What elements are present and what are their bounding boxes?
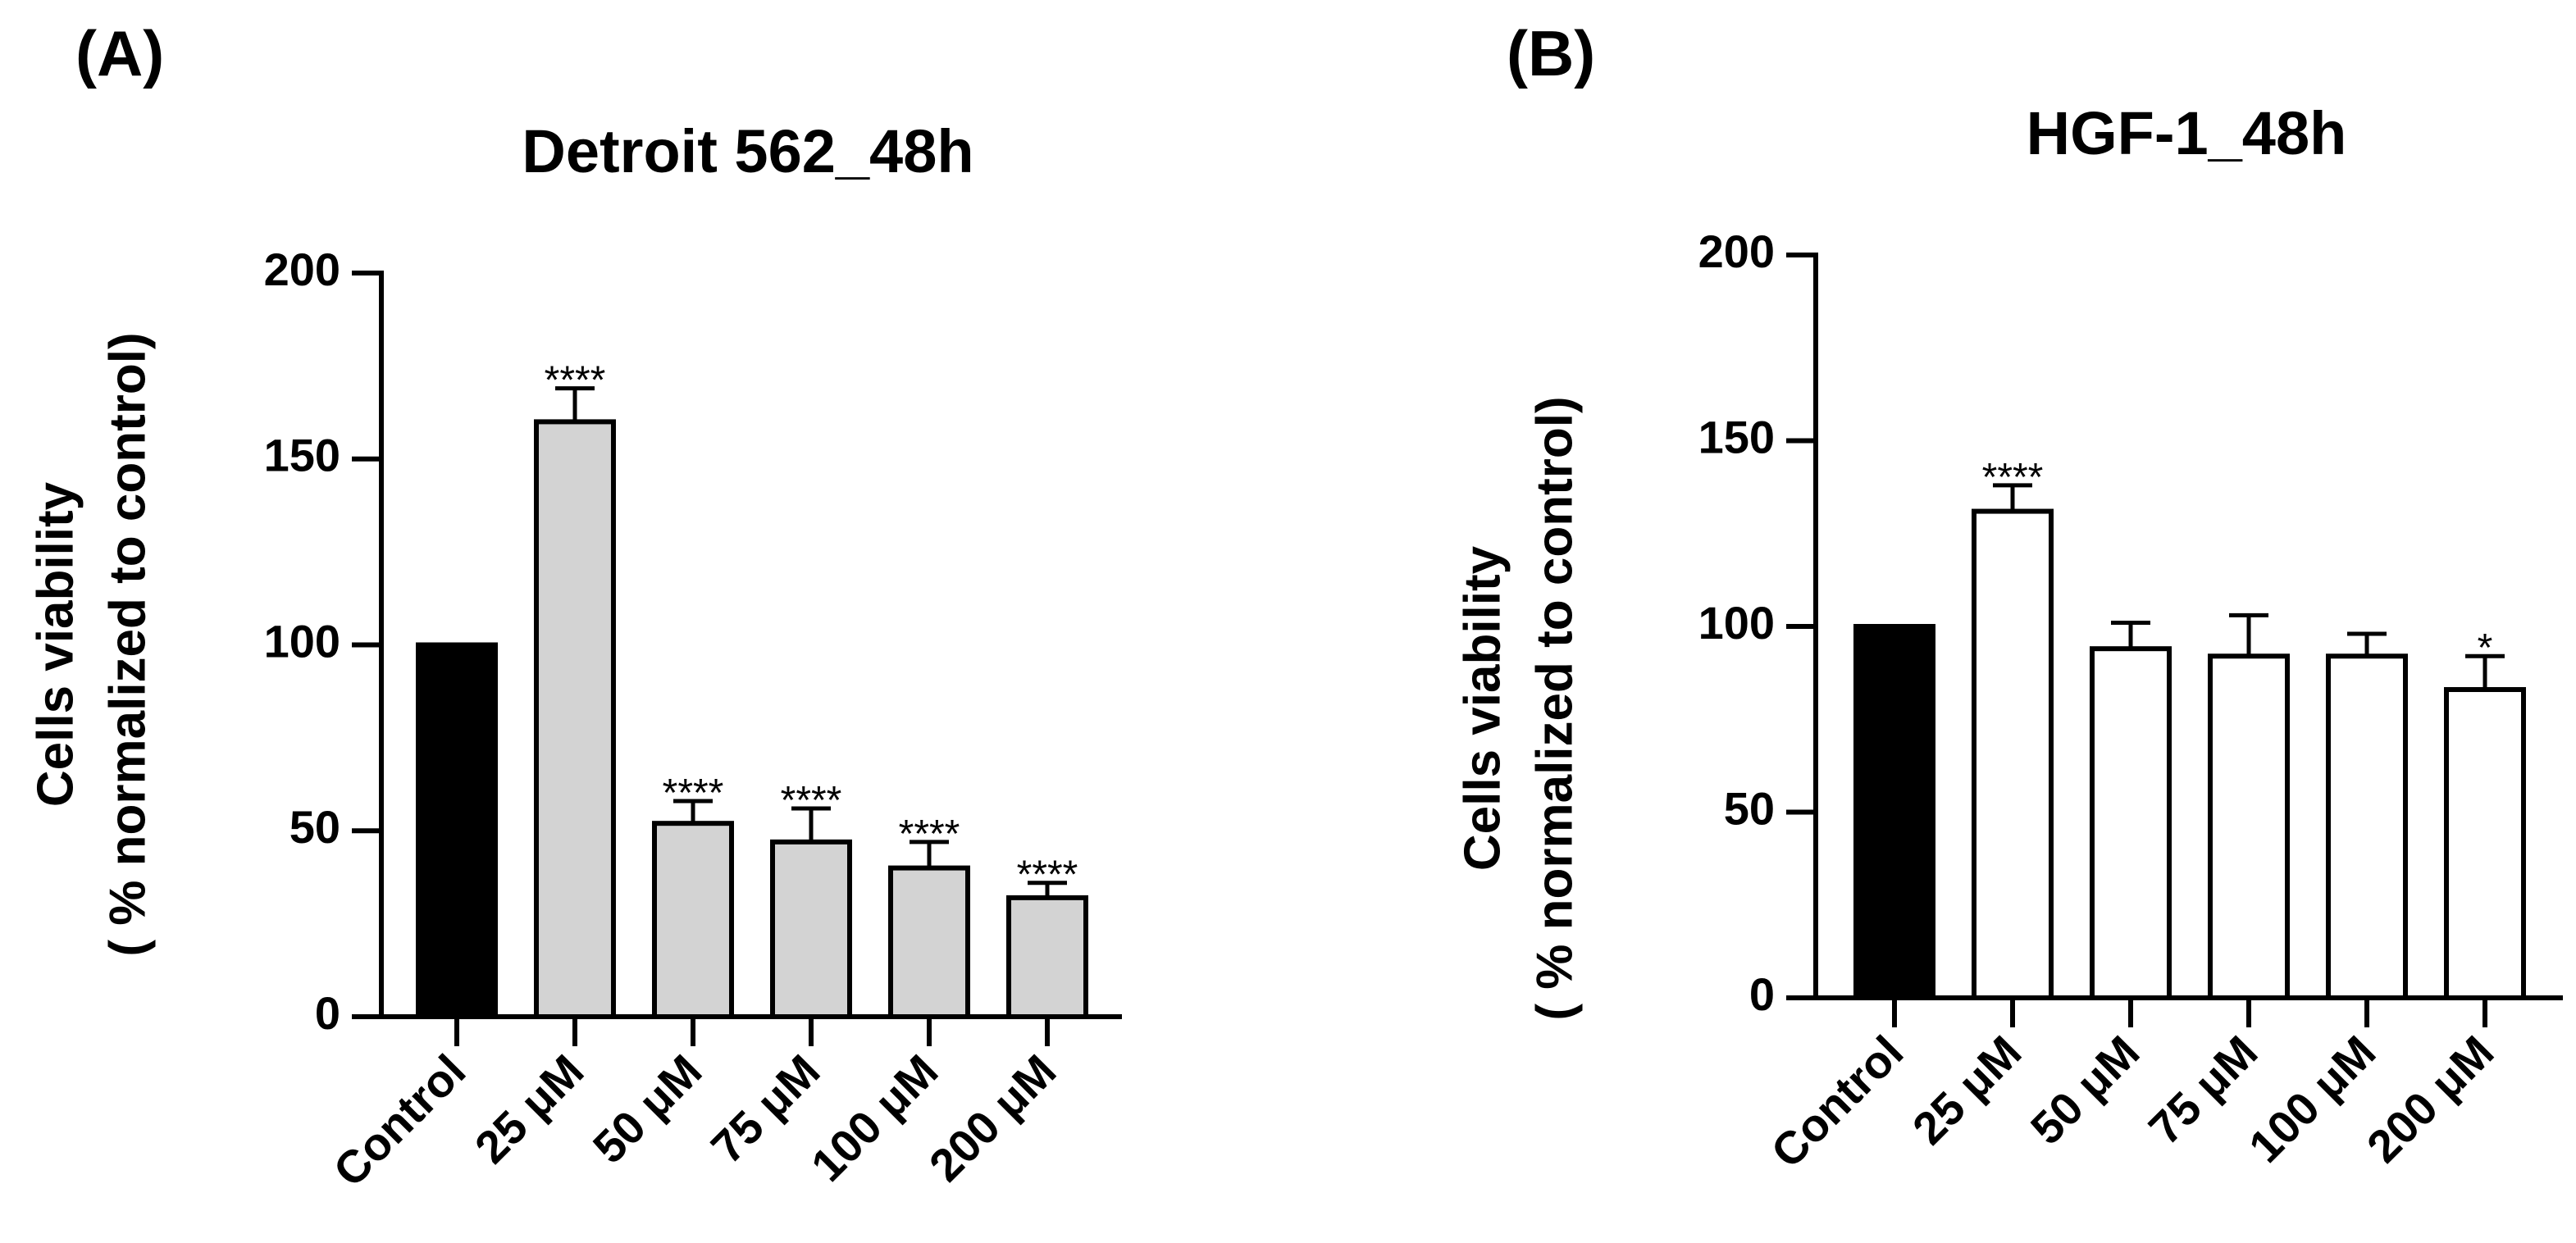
bar bbox=[416, 642, 498, 1019]
panel-label: (B) bbox=[1507, 17, 1595, 89]
x-tick-label: Control bbox=[1761, 1026, 1913, 1177]
x-tick-label: 50 μM bbox=[2021, 1026, 2150, 1154]
y-tick-label: 200 bbox=[264, 244, 340, 295]
x-tick-label: 25 μM bbox=[465, 1045, 594, 1173]
bar bbox=[770, 839, 852, 1019]
bar bbox=[652, 821, 734, 1019]
x-tick-label: 50 μM bbox=[583, 1045, 712, 1173]
bar bbox=[888, 865, 970, 1019]
panel-label: (A) bbox=[75, 17, 164, 89]
y-axis-label-line1: Cells viability bbox=[1454, 545, 1511, 871]
y-tick-label: 150 bbox=[1698, 411, 1775, 462]
y-tick-label: 0 bbox=[1749, 968, 1775, 1020]
significance-label: **** bbox=[781, 779, 842, 822]
bar bbox=[1972, 508, 2054, 1000]
y-tick-label: 100 bbox=[264, 615, 340, 667]
bar bbox=[2326, 653, 2408, 1000]
significance-label: **** bbox=[899, 813, 960, 856]
bar bbox=[2444, 687, 2526, 1000]
x-tick-label: 100 μM bbox=[801, 1045, 948, 1191]
bar bbox=[1006, 895, 1088, 1019]
chart-title: HGF-1_48h bbox=[2027, 99, 2347, 167]
y-axis-label-line1: Cells viability bbox=[27, 481, 84, 807]
significance-label: **** bbox=[1982, 456, 2044, 499]
y-tick-label: 50 bbox=[290, 801, 340, 853]
y-axis-label-line2: ( % normalized to control) bbox=[99, 332, 156, 956]
x-tick-label: Control bbox=[323, 1045, 475, 1196]
y-tick-label: 0 bbox=[315, 987, 340, 1039]
significance-label: **** bbox=[1017, 854, 1078, 897]
y-axis-label-line2: ( % normalized to control) bbox=[1526, 396, 1583, 1020]
significance-label: **** bbox=[663, 772, 724, 815]
chart-title: Detroit 562_48h bbox=[522, 117, 973, 185]
x-tick-label: 200 μM bbox=[2357, 1026, 2504, 1172]
bar bbox=[1853, 624, 1935, 1000]
bar bbox=[2090, 646, 2172, 1000]
y-tick-label: 150 bbox=[264, 430, 340, 481]
y-tick-label: 50 bbox=[1724, 782, 1775, 834]
bar bbox=[534, 419, 616, 1019]
y-tick-label: 100 bbox=[1698, 597, 1775, 649]
significance-label: **** bbox=[545, 359, 606, 403]
x-tick-label: 25 μM bbox=[1903, 1026, 2031, 1154]
chart-panel-a: (A) Detroit 562_48h Cells viability ( % nor… bbox=[27, 17, 1122, 1196]
bar bbox=[2208, 653, 2290, 1000]
x-tick-label: 200 μM bbox=[919, 1045, 1066, 1191]
chart-panel-b: (B) HGF-1_48h Cells viability ( % normalize… bbox=[1454, 17, 2563, 1177]
y-tick-label: 200 bbox=[1698, 225, 1775, 277]
x-tick-label: 100 μM bbox=[2239, 1026, 2386, 1172]
significance-label: * bbox=[2478, 626, 2493, 670]
